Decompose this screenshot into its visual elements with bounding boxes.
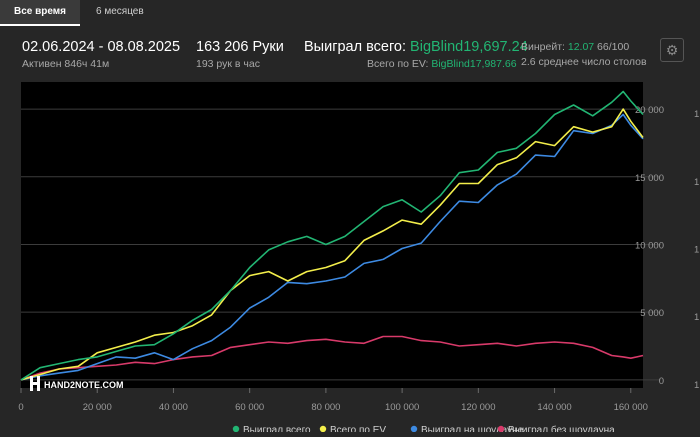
ev-line	[20, 108, 644, 381]
right-tick-label: 1	[694, 109, 699, 120]
series-lines	[20, 90, 644, 381]
tab-all-time[interactable]: Все время	[0, 0, 80, 26]
active-time: Активен 846ч 41м	[22, 58, 110, 70]
legend-marker	[410, 425, 418, 433]
right-tick-label: 1	[694, 312, 699, 323]
total-ev-value: BigBlind17,987.66	[431, 58, 517, 70]
total-ev: Всего по EV: BigBlind17,987.66	[367, 58, 517, 70]
x-tick-label: 20 000	[83, 402, 112, 413]
gear-icon: ⚙	[665, 42, 679, 58]
right-tick-label: 1	[694, 177, 699, 188]
x-tick-label: 0	[18, 402, 23, 413]
legend-label: Выиграл на шоудауне	[421, 425, 524, 432]
period-tabs: Все время 6 месяцев	[0, 0, 700, 26]
x-tick-label: 100 000	[385, 402, 419, 413]
plot-background	[21, 82, 643, 388]
x-tick-label: 160 000	[614, 402, 648, 413]
logo-bar-mid	[30, 382, 40, 385]
total-won: Выиграл всего: BigBlind19,697.24	[304, 39, 528, 55]
results-chart: 0 15 000 110 000 115 000 120 000 10 20 000 40 0…	[18, 82, 699, 436]
watermark-text: HAND2NOTE.COM	[44, 380, 124, 390]
showdown-line	[20, 113, 644, 381]
x-tick-label: 80 000	[311, 402, 340, 413]
axis-ticks: 0 15 000 110 000 115 000 120 000 10 20 000 40 0…	[18, 105, 699, 413]
non-showdown-line	[20, 335, 644, 381]
gridlines	[21, 108, 661, 381]
settings-button[interactable]: ⚙	[660, 38, 684, 62]
legend-label: Всего по EV	[330, 425, 386, 432]
x-tick-label: 140 000	[537, 402, 571, 413]
x-tick-label: 60 000	[235, 402, 264, 413]
y-tick-label: 20 000	[635, 105, 664, 116]
legend: Выиграл всего Всего по EV Выиграл на шоуда…	[232, 424, 615, 436]
x-tick-label: 120 000	[461, 402, 495, 413]
tab-six-months[interactable]: 6 месяцев	[96, 6, 144, 17]
winrate-label: Винрейт:	[521, 41, 568, 53]
legend-marker	[232, 425, 240, 433]
y-tick-label: 10 000	[635, 240, 664, 251]
total-won-value: BigBlind19,697.24	[410, 39, 528, 55]
x-tick-label: 40 000	[159, 402, 188, 413]
y-tick-label: 5 000	[640, 308, 664, 319]
legend-marker	[319, 425, 327, 433]
y-tick-label: 15 000	[635, 173, 664, 184]
winrate: Винрейт: 12.07 66/100	[521, 41, 629, 53]
legend-label: Выиграл всего	[243, 425, 311, 432]
hands-per-hour: 193 рук в час	[196, 58, 260, 70]
won-line	[20, 90, 644, 381]
right-tick-label: 1	[694, 244, 699, 255]
y-tick-label: 0	[659, 376, 664, 387]
winrate-suffix: 66/100	[594, 41, 630, 53]
legend-label: Выиграл без шоудауна	[508, 424, 615, 432]
legend-marker	[497, 425, 505, 433]
hand2note-logo: HAND2NOTE.COM	[30, 376, 124, 391]
winrate-value: 12.07	[567, 41, 595, 53]
date-range: 02.06.2024 - 08.08.2025	[22, 39, 181, 55]
average-tables: 2.6 среднее число столов	[521, 56, 647, 68]
total-won-label: Выиграл всего:	[304, 39, 411, 55]
total-ev-label: Всего по EV:	[367, 58, 432, 70]
hands-count: 163 206 Руки	[196, 39, 284, 55]
right-tick-label: 1	[694, 380, 699, 391]
